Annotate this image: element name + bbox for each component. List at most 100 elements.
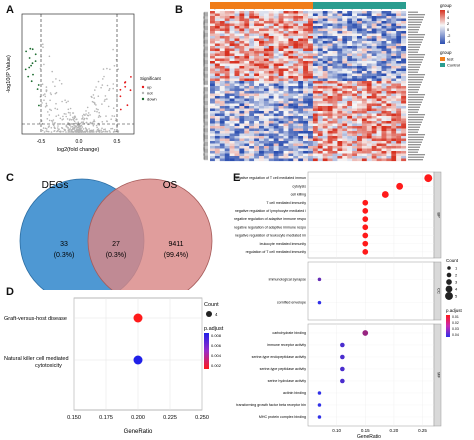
kegg-term-label: Graft-versus-host disease	[4, 316, 67, 322]
legend-title: Significant	[140, 76, 162, 81]
go-term-label: negative regulation of leukocyte mediate…	[235, 234, 306, 238]
heatmap-cell	[239, 11, 245, 14]
group-legend-title: group	[440, 50, 452, 55]
heatmap-cell	[391, 13, 397, 17]
heatmap-cell	[317, 153, 323, 157]
heatmap-cell	[322, 141, 328, 144]
row-dendrogram-branch	[203, 35, 208, 39]
heatmap-cell	[234, 76, 240, 79]
heatmap-cell	[239, 101, 245, 104]
heatmap-cell	[278, 26, 284, 29]
scale-value: 4	[447, 16, 449, 20]
heatmap-cell	[342, 133, 348, 137]
heatmap-cell	[224, 23, 230, 27]
heatmap-cell	[308, 91, 313, 94]
heatmap-cell	[254, 63, 260, 67]
heatmap-cell	[386, 68, 392, 72]
heatmap-cell	[288, 21, 294, 24]
heatmap-cell	[244, 156, 250, 159]
heatmap-cell	[210, 83, 215, 87]
heatmap-cell	[224, 21, 230, 24]
heatmap-cell	[229, 31, 235, 34]
heatmap-cell	[268, 51, 274, 54]
volcano-point-not	[83, 118, 85, 121]
volcano-point-not	[115, 118, 117, 120]
heatmap-cell	[224, 18, 230, 22]
volcano-point-not	[49, 99, 51, 102]
heatmap-cell	[312, 43, 318, 47]
heatmap-cell	[352, 76, 358, 79]
heatmap-cell	[322, 21, 328, 24]
heatmap-cell	[254, 131, 260, 134]
heatmap-cell	[376, 156, 382, 159]
heatmap-cell	[386, 21, 392, 24]
heatmap-cell	[312, 108, 318, 112]
heatmap-cell	[214, 146, 220, 149]
gene-label-placeholder	[408, 144, 421, 146]
heatmap-cell	[254, 53, 260, 57]
volcano-point-not	[103, 128, 105, 131]
heatmap-cell	[234, 26, 240, 29]
heatmap-cell	[273, 51, 279, 54]
volcano-point-not	[106, 130, 109, 133]
heatmap-cell	[308, 78, 313, 82]
heatmap-cell	[347, 41, 353, 44]
heatmap-cell	[263, 81, 269, 84]
heatmap-cell	[244, 66, 250, 69]
heatmap-cell	[327, 41, 333, 44]
heatmap-cell	[298, 66, 304, 69]
row-dendrogram-branch	[203, 125, 208, 131]
heatmap-cell	[210, 38, 215, 42]
heatmap-cell	[308, 46, 313, 49]
heatmap-cell	[342, 31, 348, 34]
heatmap-cell	[396, 33, 402, 37]
heatmap-cell	[361, 131, 367, 134]
heatmap-cell	[401, 86, 407, 89]
heatmap-cell	[239, 73, 245, 77]
heatmap-cell	[352, 136, 358, 139]
heatmap-cell	[317, 111, 323, 114]
heatmap-cell	[376, 46, 382, 49]
heatmap-cell	[366, 13, 372, 17]
heatmap-cell	[317, 148, 323, 152]
heatmap-cell	[273, 78, 279, 82]
heatmap-cell	[352, 158, 358, 162]
heatmap-cell	[322, 78, 328, 82]
volcano-point-not	[51, 119, 53, 122]
heatmap-cell	[371, 51, 377, 54]
heatmap-cell	[278, 121, 284, 124]
heatmap-cell	[214, 66, 220, 69]
heatmap-cell	[283, 53, 289, 57]
gene-label-placeholder	[408, 26, 420, 28]
heatmap-cell	[229, 33, 235, 37]
heatmap-cell	[352, 73, 358, 77]
heatmap-cell	[273, 121, 279, 124]
heatmap-cell	[361, 31, 367, 34]
heatmap-cell	[381, 66, 387, 69]
volcano-point-not	[52, 81, 54, 83]
volcano-point-not	[87, 112, 90, 114]
heatmap-cell	[371, 83, 377, 87]
heatmap-cell	[263, 73, 269, 77]
row-dendrogram-branch	[203, 34, 208, 45]
heatmap-cell	[317, 98, 323, 102]
heatmap-cell	[386, 46, 392, 49]
volcano-point-not	[77, 129, 79, 131]
heatmap-cell	[219, 116, 225, 119]
heatmap-cell	[273, 43, 279, 47]
heatmap-cell	[396, 123, 402, 127]
heatmap-cell	[254, 38, 260, 42]
heatmap-cell	[376, 131, 382, 134]
heatmap-cell	[317, 146, 323, 149]
heatmap-cell	[347, 53, 353, 57]
heatmap-cell	[273, 118, 279, 122]
volcano-point-not	[46, 128, 48, 130]
heatmap-cell	[386, 41, 392, 44]
volcano-point-not	[55, 102, 57, 105]
heatmap-cell	[239, 106, 245, 109]
heatmap-cell	[263, 116, 269, 119]
heat-scale-bar	[440, 10, 445, 44]
heatmap-cell	[263, 131, 269, 134]
heatmap-cell	[210, 76, 215, 79]
volcano-point-not	[50, 93, 52, 96]
